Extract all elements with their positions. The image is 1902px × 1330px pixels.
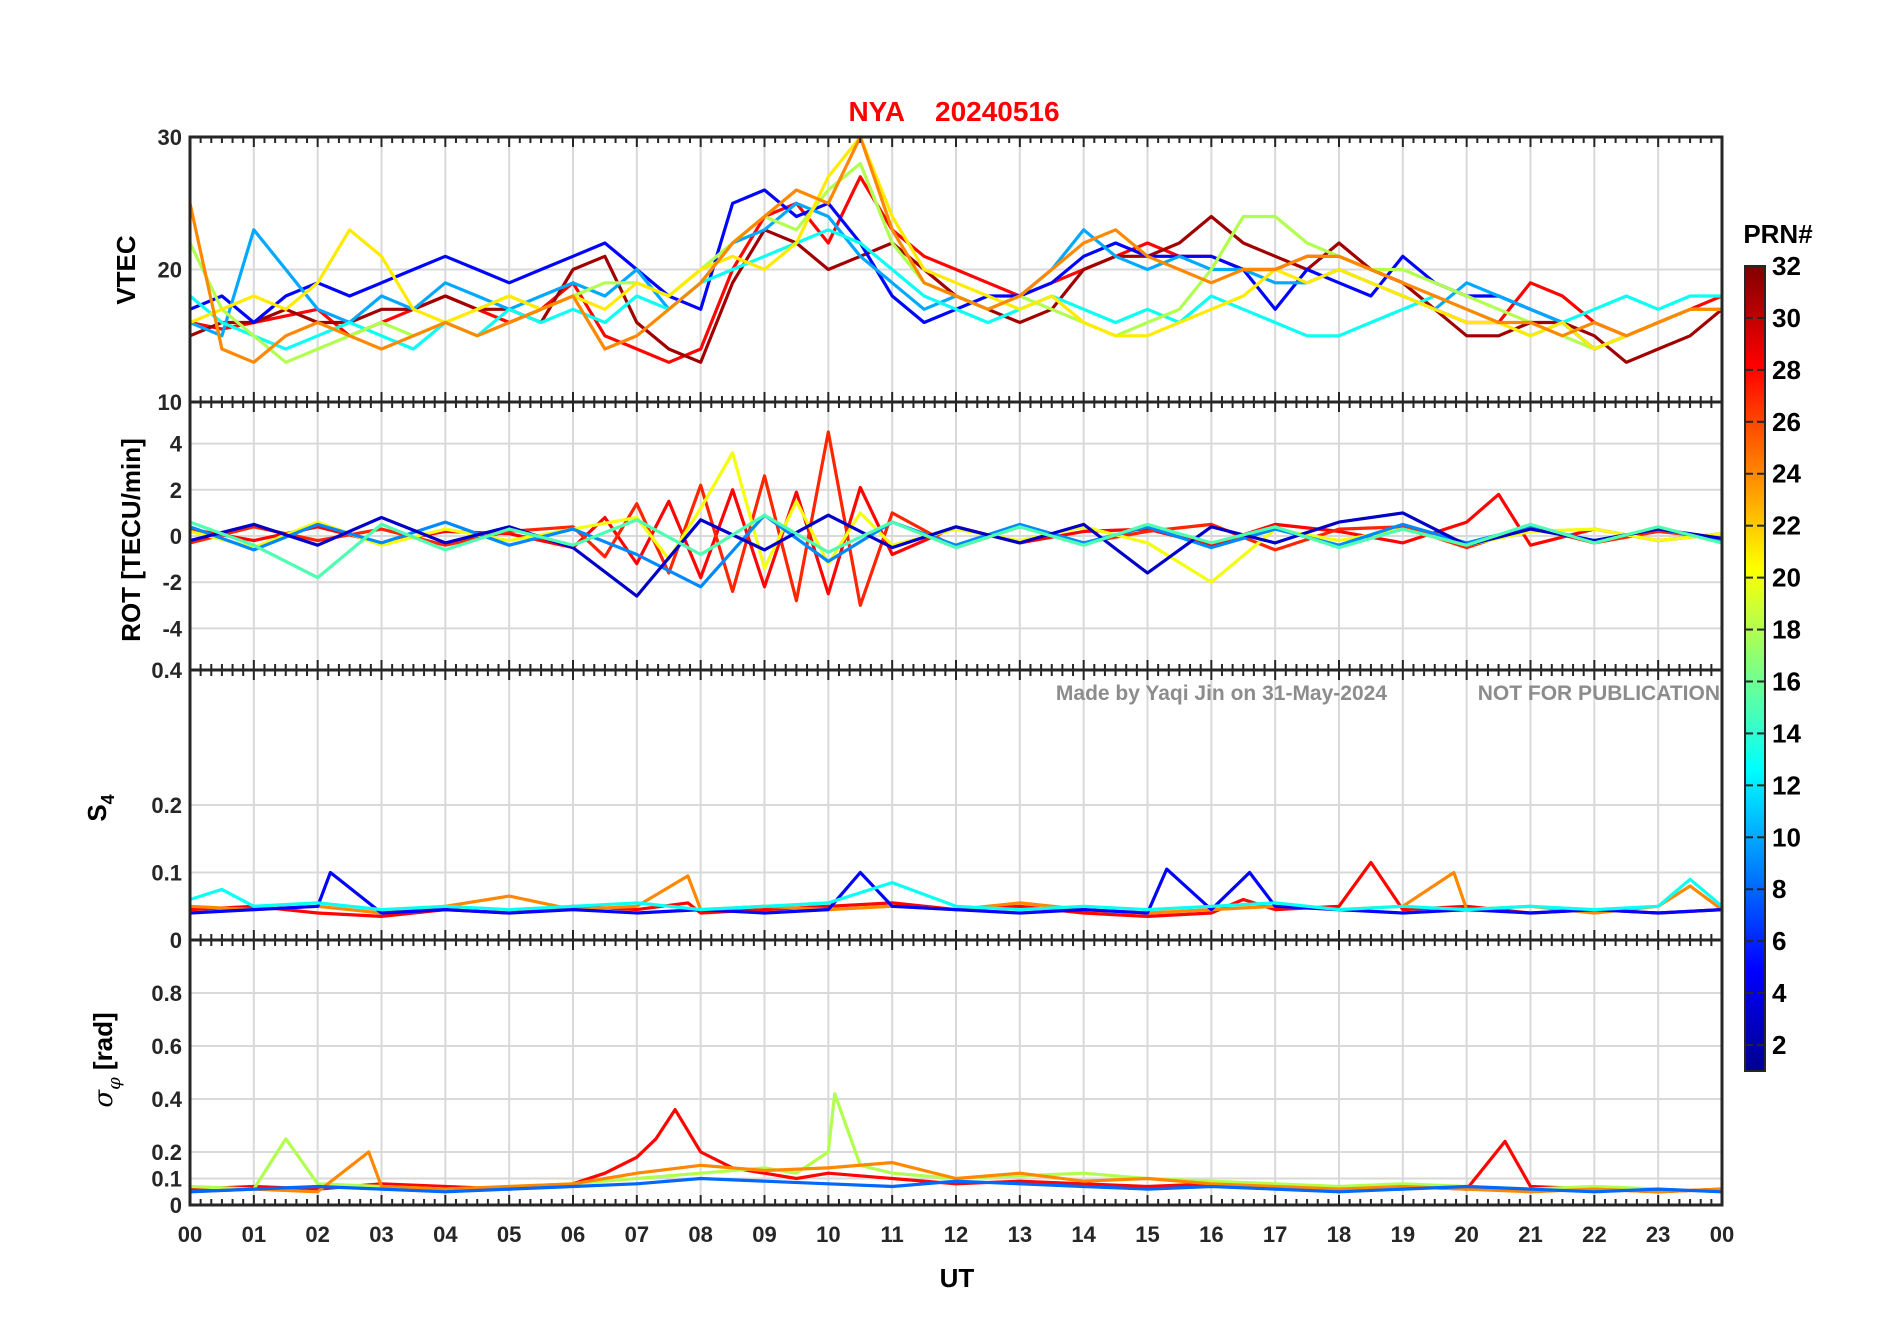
x-tick-label: 00 — [178, 1222, 202, 1247]
ylabel-sigma-phi: σφ [rad] — [88, 1012, 125, 1107]
y-tick-label: 0 — [170, 524, 182, 549]
x-tick-label: 08 — [688, 1222, 712, 1247]
x-tick-label: 00 — [1710, 1222, 1734, 1247]
colorbar-tick-label: 6 — [1772, 926, 1786, 956]
x-tick-label: 15 — [1135, 1222, 1159, 1247]
watermark-notice: NOT FOR PUBLICATION — [1478, 682, 1720, 705]
colorbar — [1744, 265, 1766, 1072]
x-axis-label: UT — [940, 1263, 975, 1293]
y-tick-label: 4 — [170, 432, 183, 457]
y-tick-label: 0.1 — [151, 861, 182, 886]
x-tick-label: 09 — [752, 1222, 776, 1247]
x-tick-label: 14 — [1071, 1222, 1096, 1247]
chart-title-date: 20240516 — [935, 96, 1060, 127]
panel-rot: 10 4 2 0 -2 -4 — [158, 390, 1724, 672]
y-tick-label: 0.4 — [151, 658, 182, 683]
y-tick-label: 10 — [158, 390, 182, 415]
y-tick-label: 20 — [158, 258, 182, 283]
x-tick-label: 13 — [1008, 1222, 1032, 1247]
colorbar-tick-label: 2 — [1772, 1030, 1786, 1060]
x-tick-label: 06 — [561, 1222, 585, 1247]
chart-title-station: NYA — [848, 96, 905, 127]
x-tick-label: 20 — [1454, 1222, 1478, 1247]
panel-frame — [188, 938, 1724, 1207]
x-tick-label: 16 — [1199, 1222, 1223, 1247]
colorbar-tick-label: 18 — [1772, 615, 1801, 645]
ylabel-s4: S4 — [82, 794, 118, 821]
x-tick-label: 03 — [369, 1222, 393, 1247]
x-tick-label: 01 — [242, 1222, 266, 1247]
svg-text:σφ [rad]: σφ [rad] — [88, 1012, 125, 1107]
x-tick-label: 17 — [1263, 1222, 1287, 1247]
y-tick-label: 0.1 — [151, 1167, 182, 1192]
watermark-author: Made by Yaqi Jin on 31-May-2024 — [1056, 682, 1387, 705]
colorbar-tick-label: 16 — [1772, 666, 1801, 696]
ylabel-rot: ROT [TECU/min] — [116, 438, 146, 642]
x-tick-label: 12 — [944, 1222, 968, 1247]
x-tick-label: 04 — [433, 1222, 458, 1247]
series-line-prn-5 — [189, 867, 1723, 915]
colorbar-tick-label: 4 — [1772, 978, 1787, 1008]
y-tick-label: 0.2 — [151, 1140, 182, 1165]
colorbar-tick-label: 26 — [1772, 407, 1801, 437]
y-tick-label: 0.6 — [151, 1034, 182, 1059]
series-line-prn-13 — [189, 877, 1724, 912]
x-tick-labels: 00 01 02 03 04 05 06 07 08 09 10 11 12 13 14 15 16 17 18 19… — [178, 1222, 1734, 1247]
ylabel-vtec: VTEC — [111, 235, 141, 305]
colorbar-tick-label: 14 — [1772, 718, 1801, 748]
x-tick-label: 10 — [816, 1222, 840, 1247]
series-line-prn-28 — [189, 485, 1723, 596]
y-tick-label: 0.8 — [151, 981, 182, 1006]
panel-s4: 0.4 0.2 0.1 0 — [151, 658, 1724, 953]
x-tick-label: 21 — [1518, 1222, 1542, 1247]
colorbar-tick-label: 10 — [1772, 822, 1801, 852]
y-tick-label: -2 — [162, 570, 182, 595]
svg-text:S4: S4 — [82, 794, 118, 821]
colorbar-label: PRN# — [1743, 219, 1813, 249]
colorbar-tick-label: 22 — [1772, 511, 1801, 541]
y-tick-label: 30 — [158, 125, 182, 150]
x-tick-label: 05 — [497, 1222, 521, 1247]
panel-sigma-phi: 0.8 0.6 0.4 0.20.10 — [151, 938, 1724, 1218]
series-line-prn-9 — [189, 513, 1723, 589]
panel-vtec: 30 20 — [158, 125, 1724, 404]
x-tick-label: 22 — [1582, 1222, 1606, 1247]
y-tick-label: -4 — [162, 616, 182, 641]
series-line-prn-24 — [189, 1150, 1723, 1194]
colorbar-tick-label: 24 — [1772, 459, 1801, 489]
series-line-prn-8 — [189, 1176, 1723, 1194]
colorbar-tick-label: 8 — [1772, 874, 1786, 904]
y-tick-label: 0.4 — [151, 1087, 182, 1112]
x-tick-label: 07 — [625, 1222, 649, 1247]
colorbar-tick-label: 12 — [1772, 770, 1801, 800]
series-line-prn-15 — [189, 513, 1723, 580]
y-tick-label: 0 — [170, 1193, 182, 1218]
colorbar-tick-label: 28 — [1772, 355, 1801, 385]
colorbar-tick-label: 20 — [1772, 563, 1801, 593]
x-tick-label: 02 — [305, 1222, 329, 1247]
y-tick-label: 0.2 — [151, 793, 182, 818]
x-tick-label: 19 — [1391, 1222, 1415, 1247]
colorbar-tick-label: 32 — [1772, 251, 1801, 281]
x-tick-label: 18 — [1327, 1222, 1351, 1247]
colorbar-tick-label: 30 — [1772, 303, 1801, 333]
x-tick-label: 23 — [1646, 1222, 1670, 1247]
y-tick-label: 0 — [170, 928, 182, 953]
series-line-prn-24 — [188, 135, 1722, 364]
y-tick-label: 2 — [170, 478, 182, 503]
x-tick-label: 11 — [881, 1222, 904, 1247]
